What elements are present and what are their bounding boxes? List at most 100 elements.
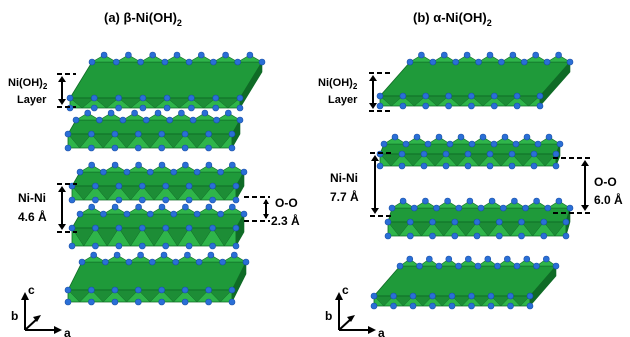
oxygen-atom <box>162 242 169 250</box>
oxygen-atom <box>422 92 430 100</box>
oxygen-atom <box>139 242 146 250</box>
oxygen-atom <box>181 298 189 306</box>
panel-b-title: (b) α-Ni(OH)2 <box>413 10 492 28</box>
oxygen-atom <box>390 292 397 300</box>
oxygen-atom <box>231 251 238 259</box>
oxygen-atom <box>406 218 414 226</box>
oxygen-atom <box>509 51 517 59</box>
oxygen-atom <box>544 204 552 212</box>
oxygen-atom <box>135 203 142 211</box>
oxygen-atom <box>158 203 166 211</box>
panel-b-oo-label: O-O <box>594 175 617 189</box>
oxygen-atom <box>562 218 570 226</box>
oxygen-atom <box>66 94 74 102</box>
oxygen-atom <box>503 255 511 263</box>
oxygen-atom <box>182 203 189 211</box>
oxygen-atom <box>398 150 406 158</box>
oxygen-atom <box>523 133 531 141</box>
oxygen-atom <box>228 144 236 152</box>
oxygen-atom <box>181 144 189 152</box>
oxygen-atom <box>139 182 146 190</box>
oxygen-atom <box>380 140 388 148</box>
panel-a-nini-annotation: Ni-Ni 4.6 Å <box>18 183 77 233</box>
panel-a-layer-5 <box>64 251 250 306</box>
oxygen-atom <box>446 140 454 148</box>
oxygen-atom <box>452 58 460 66</box>
oxygen-atom <box>96 116 103 124</box>
oxygen-atom <box>229 203 236 211</box>
oxygen-atom <box>508 150 516 158</box>
panel-a-axis-triad: c b a <box>11 283 71 337</box>
oxygen-atom <box>185 182 193 190</box>
oxygen-atom <box>217 210 224 218</box>
oxygen-atom <box>499 204 507 212</box>
oxygen-atom <box>562 232 570 240</box>
oxygen-atom <box>526 302 534 310</box>
oxygen-atom <box>234 58 241 66</box>
oxygen-atom <box>534 140 542 148</box>
oxygen-atom <box>540 232 548 240</box>
oxygen-atom <box>64 286 72 294</box>
oxygen-atom <box>92 224 99 232</box>
oxygen-atom <box>88 161 95 169</box>
oxygen-atom <box>100 168 107 176</box>
oxygen-atom <box>113 58 120 66</box>
panel-a-layer-label-line2: Layer <box>17 94 47 106</box>
oxygen-atom <box>464 150 472 158</box>
oxygen-atom <box>170 168 177 176</box>
panel-b-axis-a-label: a <box>378 326 385 337</box>
oxygen-atom <box>92 182 99 190</box>
oxygen-atom <box>88 58 96 66</box>
oxygen-atom <box>530 162 538 170</box>
oxygen-atom <box>185 224 193 232</box>
oxygen-atom <box>189 116 197 124</box>
oxygen-atom <box>209 182 216 190</box>
oxygen-atom <box>370 302 378 310</box>
svg-text:Ni(OH)2: Ni(OH)2 <box>318 77 358 91</box>
oxygen-atom <box>468 292 475 300</box>
panel-b-layers <box>370 51 574 310</box>
panel-a-nini-value: 4.6 Å <box>18 209 47 224</box>
oxygen-atom <box>468 92 475 100</box>
oxygen-atom <box>526 292 534 300</box>
oxygen-atom <box>76 210 84 218</box>
oxygen-atom <box>115 242 123 250</box>
oxygen-atom <box>552 162 560 170</box>
oxygen-atom <box>429 218 436 226</box>
oxygen-atom <box>205 161 213 169</box>
oxygen-atom <box>88 144 95 152</box>
oxygen-atom <box>451 232 459 240</box>
oxygen-atom <box>160 251 168 259</box>
oxygen-atom <box>543 58 551 66</box>
oxygen-atom <box>161 58 169 66</box>
oxygen-atom <box>429 232 436 240</box>
oxygen-atom <box>501 133 509 141</box>
oxygen-atom <box>209 224 216 232</box>
oxygen-atom <box>111 144 119 152</box>
oxygen-atom <box>115 94 122 102</box>
oxygen-atom <box>198 51 205 59</box>
oxygen-atom <box>210 58 217 66</box>
oxygen-atom <box>181 130 189 138</box>
oxygen-atom <box>185 242 193 250</box>
oxygen-atom <box>513 92 521 100</box>
oxygen-atom <box>240 210 248 218</box>
oxygen-atom <box>396 262 404 270</box>
oxygen-atom <box>479 133 487 141</box>
oxygen-atom <box>91 104 98 112</box>
oxygen-atom <box>495 232 503 240</box>
oxygen-atom <box>111 130 119 138</box>
oxygen-atom <box>158 298 165 306</box>
oxygen-atom <box>507 302 514 310</box>
oxygen-atom <box>556 140 564 148</box>
panel-a-layer-annotation: Ni(OH)2 Layer <box>8 73 76 108</box>
oxygen-atom <box>555 51 562 59</box>
oxygen-atom <box>390 302 397 310</box>
oxygen-atom <box>484 255 492 263</box>
oxygen-atom <box>236 104 244 112</box>
oxygen-atom <box>100 51 108 59</box>
oxygen-atom <box>154 109 162 117</box>
oxygen-atom <box>72 116 80 124</box>
oxygen-atom <box>182 161 189 169</box>
oxygen-atom <box>429 292 436 300</box>
